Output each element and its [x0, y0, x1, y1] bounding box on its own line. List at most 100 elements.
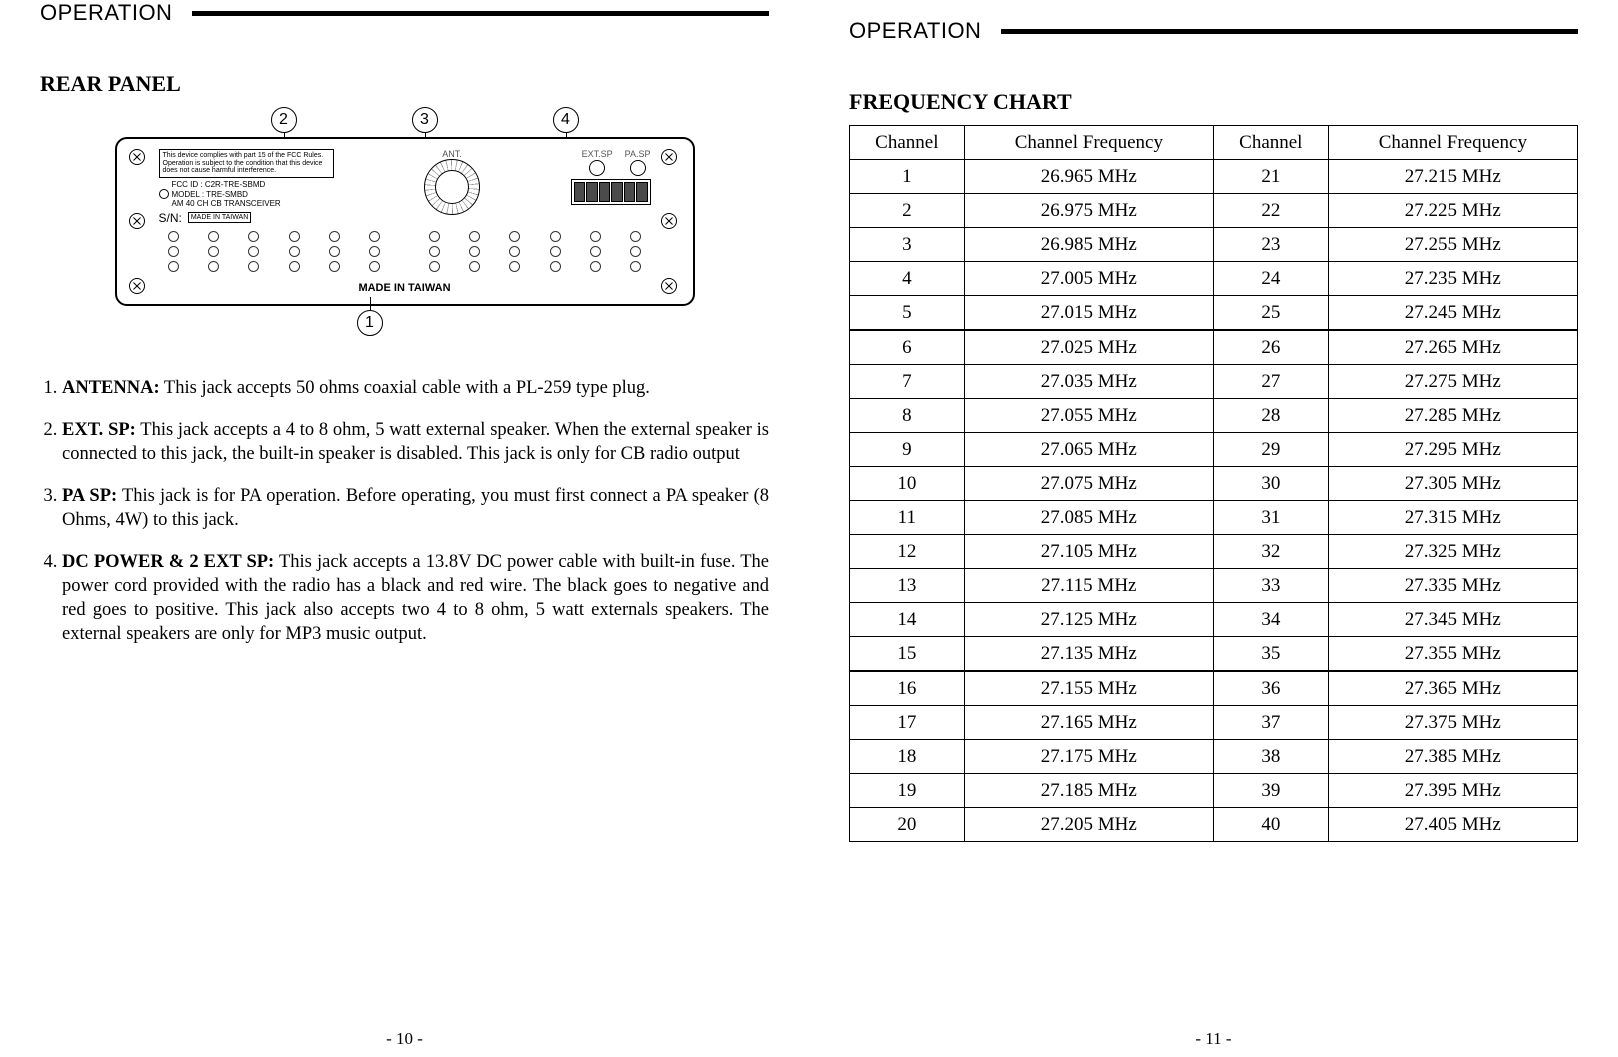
screw-icon	[129, 149, 145, 165]
table-cell: 33	[1213, 569, 1328, 603]
table-cell: 27.345 MHz	[1328, 603, 1577, 637]
table-cell: 27.135 MHz	[964, 637, 1213, 672]
left-header-rule	[192, 11, 769, 16]
table-cell: 32	[1213, 535, 1328, 569]
term: PA SP:	[62, 486, 117, 506]
rear-panel-figure: 2 3 4 This device complies with part 15 …	[115, 107, 695, 336]
table-cell: 14	[850, 603, 965, 637]
table-cell: 23	[1213, 228, 1328, 262]
table-row: 827.055 MHz2827.285 MHz	[850, 399, 1578, 433]
table-cell: 27.055 MHz	[964, 399, 1213, 433]
table-cell: 37	[1213, 706, 1328, 740]
table-cell: 21	[1213, 160, 1328, 194]
table-row: 2027.205 MHz4027.405 MHz	[850, 808, 1578, 842]
col-channel-a: Channel	[850, 126, 965, 160]
table-cell: 28	[1213, 399, 1328, 433]
device-box: This device complies with part 15 of the…	[115, 137, 695, 306]
table-cell: 27.105 MHz	[964, 535, 1213, 569]
table-row: 1527.135 MHz3527.355 MHz	[850, 637, 1578, 672]
table-cell: 27.405 MHz	[1328, 808, 1577, 842]
callout-4: 4	[553, 107, 579, 133]
table-cell: 16	[850, 671, 965, 706]
mark-icon	[159, 189, 169, 199]
extsp-label: EXT.SP	[582, 149, 613, 159]
table-row: 1727.165 MHz3727.375 MHz	[850, 706, 1578, 740]
table-cell: 20	[850, 808, 965, 842]
table-cell: 27.225 MHz	[1328, 194, 1577, 228]
callouts-top: 2 3 4	[115, 107, 695, 133]
def-text: This jack is for PA operation. Before op…	[62, 486, 769, 530]
table-row: 1927.185 MHz3927.395 MHz	[850, 774, 1578, 808]
table-row: 1027.075 MHz3027.305 MHz	[850, 467, 1578, 501]
made-in-taiwan-label: MADE IN TAIWAN	[159, 282, 651, 294]
left-page: OPERATION REAR PANEL 2 3 4 This device c…	[0, 0, 809, 1057]
col-freq-a: Channel Frequency	[964, 126, 1213, 160]
table-cell: 27.005 MHz	[964, 262, 1213, 296]
table-cell: 27.075 MHz	[964, 467, 1213, 501]
table-cell: 27.255 MHz	[1328, 228, 1577, 262]
table-cell: 27.165 MHz	[964, 706, 1213, 740]
table-cell: 2	[850, 194, 965, 228]
table-cell: 27.155 MHz	[964, 671, 1213, 706]
table-row: 627.025 MHz2627.265 MHz	[850, 330, 1578, 365]
screw-icon	[661, 213, 677, 229]
table-cell: 12	[850, 535, 965, 569]
fcc-id-line: FCC ID : C2R-TRE-SBMD	[172, 180, 281, 190]
callouts-bottom: 1	[115, 310, 695, 336]
screw-icon	[129, 213, 145, 229]
table-cell: 27.115 MHz	[964, 569, 1213, 603]
table-cell: 7	[850, 365, 965, 399]
table-cell: 6	[850, 330, 965, 365]
table-cell: 26	[1213, 330, 1328, 365]
screw-icon	[129, 278, 145, 294]
table-cell: 35	[1213, 637, 1328, 672]
table-cell: 27.245 MHz	[1328, 296, 1577, 331]
table-cell: 27.065 MHz	[964, 433, 1213, 467]
table-cell: 27.215 MHz	[1328, 160, 1577, 194]
table-cell: 39	[1213, 774, 1328, 808]
table-row: 727.035 MHz2727.275 MHz	[850, 365, 1578, 399]
term: ANTENNA:	[62, 378, 160, 398]
rear-panel-title: REAR PANEL	[40, 71, 769, 97]
table-cell: 19	[850, 774, 965, 808]
right-page: OPERATION FREQUENCY CHART Channel Channe…	[809, 0, 1618, 1057]
def-text: This jack accepts a 4 to 8 ohm, 5 watt e…	[62, 420, 769, 464]
table-cell: 27.365 MHz	[1328, 671, 1577, 706]
table-cell: 30	[1213, 467, 1328, 501]
table-cell: 9	[850, 433, 965, 467]
screw-icon	[661, 278, 677, 294]
table-cell: 27.335 MHz	[1328, 569, 1577, 603]
frequency-chart-title: FREQUENCY CHART	[849, 89, 1578, 115]
right-header-rule	[1001, 29, 1578, 34]
table-row: 1827.175 MHz3827.385 MHz	[850, 740, 1578, 774]
table-cell: 27.325 MHz	[1328, 535, 1577, 569]
table-cell: 38	[1213, 740, 1328, 774]
definitions-list: ANTENNA: This jack accepts 50 ohms coaxi…	[40, 376, 769, 646]
table-cell: 11	[850, 501, 965, 535]
pasp-label: PA.SP	[625, 149, 651, 159]
power-connector-icon	[571, 179, 651, 205]
table-cell: 22	[1213, 194, 1328, 228]
table-cell: 31	[1213, 501, 1328, 535]
table-row: 1327.115 MHz3327.335 MHz	[850, 569, 1578, 603]
table-row: 126.965 MHz2127.215 MHz	[850, 160, 1578, 194]
table-row: 326.985 MHz2327.255 MHz	[850, 228, 1578, 262]
extsp-jack-icon	[589, 160, 605, 176]
screw-col-left	[129, 149, 149, 294]
table-cell: 27.275 MHz	[1328, 365, 1577, 399]
definition-item: ANTENNA: This jack accepts 50 ohms coaxi…	[62, 376, 769, 400]
left-page-number: - 10 -	[0, 1029, 809, 1049]
table-cell: 27.035 MHz	[964, 365, 1213, 399]
table-cell: 27.285 MHz	[1328, 399, 1577, 433]
device-center: This device complies with part 15 of the…	[159, 149, 651, 294]
table-cell: 27.175 MHz	[964, 740, 1213, 774]
table-cell: 27.295 MHz	[1328, 433, 1577, 467]
fcc-id-text: FCC ID : C2R-TRE-SBMD MODEL : TRE-SMBD A…	[172, 180, 281, 209]
table-cell: 27.305 MHz	[1328, 467, 1577, 501]
screw-col-right	[661, 149, 681, 294]
table-cell: 27.125 MHz	[964, 603, 1213, 637]
callout-3: 3	[412, 107, 438, 133]
table-row: 927.065 MHz2927.295 MHz	[850, 433, 1578, 467]
pasp-jack-icon	[630, 160, 646, 176]
table-header-row: Channel Channel Frequency Channel Channe…	[850, 126, 1578, 160]
